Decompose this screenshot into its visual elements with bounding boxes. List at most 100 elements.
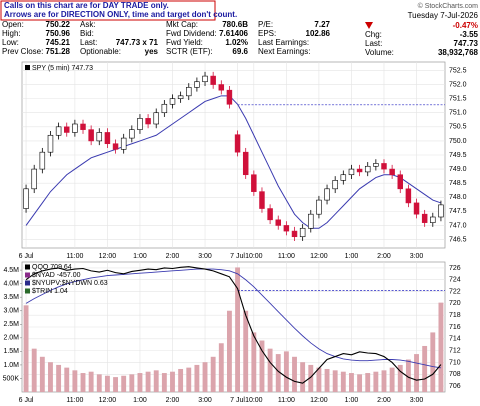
x-tick-label: 7 Jul: [230, 397, 245, 404]
y-tick-label: 749.0: [449, 166, 467, 173]
candle-body: [275, 219, 281, 226]
y-tick-label: 1.0M: [3, 362, 19, 369]
volume-bar: [340, 371, 346, 392]
volume-bar: [373, 371, 379, 392]
x-tick-label: 3:00: [198, 253, 212, 260]
candle-body: [96, 132, 103, 142]
x-tick-label: 11:00: [278, 253, 295, 260]
volume-bar: [31, 348, 37, 392]
x-tick-label: 12:00: [99, 253, 117, 260]
candle-body: [129, 129, 135, 139]
x-tick-label: 2:00: [377, 253, 391, 260]
volume-bar: [210, 356, 216, 392]
candle-body: [299, 227, 306, 238]
quote-label: EPS:: [258, 29, 276, 38]
legend-label: $TRIN 1.04: [32, 288, 68, 295]
volume-bar: [186, 367, 192, 392]
volume-bar: [137, 373, 143, 392]
y-tick-label: 748.0: [449, 194, 467, 201]
y-tick-label: 750.5: [449, 124, 467, 131]
candle-body: [161, 103, 168, 114]
volume-bar: [235, 267, 241, 392]
volume-bar: [292, 356, 297, 392]
candle-body: [421, 213, 428, 223]
volume-bar: [23, 305, 29, 392]
notice-line: Arrows are for DIRECTION ONLY, time and …: [4, 10, 237, 19]
quote-label: Low:: [2, 38, 19, 47]
volume-bar: [267, 348, 273, 392]
volume-bar: [48, 362, 53, 392]
candle-body: [389, 168, 395, 176]
candle-body: [340, 174, 347, 181]
candle-body: [308, 213, 314, 229]
x-tick-label: 11:00: [278, 397, 295, 404]
quote-value: 69.6: [232, 47, 248, 56]
candle-body: [202, 75, 208, 83]
volume-bar: [113, 377, 118, 392]
candle-body: [242, 151, 249, 176]
candle-body: [364, 165, 371, 173]
quote-value: 745.21: [46, 38, 71, 47]
volume-bar: [161, 373, 167, 392]
x-tick-label: 11:00: [66, 253, 83, 260]
candle-body: [397, 174, 404, 190]
volume-bar: [324, 368, 330, 392]
quote-value: 7.27: [314, 20, 330, 29]
quote-label: Next Earnings:: [258, 47, 310, 56]
x-tick-label: 2:00: [166, 397, 180, 404]
y-tick-label: 747.5: [449, 208, 467, 215]
candle-body: [47, 134, 54, 153]
volume-bar: [381, 370, 387, 392]
legend-swatch: [25, 264, 30, 270]
quote-value: 7.61406: [219, 29, 248, 38]
candle-body: [31, 168, 37, 190]
candle-body: [218, 84, 225, 91]
y-tick-label: 4.5M: [3, 267, 19, 274]
volume-bar: [104, 375, 110, 392]
y2-tick-label: 714: [449, 336, 461, 343]
y-tick-label: 749.5: [449, 152, 467, 159]
quote-value: yes: [145, 47, 159, 56]
candle-body: [39, 151, 46, 170]
volume-bar: [414, 354, 419, 392]
x-tick-label: 11:00: [66, 397, 83, 404]
candle-body: [226, 89, 233, 105]
y2-tick-label: 710: [449, 359, 461, 366]
candle-body: [413, 202, 420, 215]
volume-bar: [145, 371, 151, 392]
x-tick-label: 12:00: [310, 397, 328, 404]
legend-label: QQQ 709.64: [32, 264, 72, 271]
quote-value: 750.96: [46, 29, 71, 38]
quote-label: Fwd Yield:: [166, 38, 203, 47]
x-tick-label: 10:00: [245, 253, 263, 260]
volume-bar: [259, 340, 265, 392]
candle-body: [332, 180, 338, 190]
volume-bar: [88, 371, 94, 392]
volume-bar: [389, 367, 395, 392]
quote-value: 750.22: [46, 20, 71, 29]
x-tick-label: 1:00: [133, 253, 147, 260]
y-tick-label: 751.5: [449, 95, 467, 102]
y-tick-label: 751.0: [449, 110, 467, 117]
volume-bar: [39, 356, 45, 392]
quote-label: Prev Close:: [2, 47, 43, 56]
volume-bar: [129, 374, 135, 392]
chart-title: SPY (5 min) 747.73: [32, 65, 93, 72]
quote-value: 747.73 x 71: [116, 38, 159, 47]
quote-label: Fwd Dividend:: [166, 29, 217, 38]
candle-body: [194, 81, 200, 88]
quote-label: High:: [2, 29, 21, 38]
quote-value: 1.02%: [225, 38, 248, 47]
candle-body: [169, 98, 176, 105]
quote-label: SCTR (ETF):: [166, 47, 213, 56]
y2-tick-label: 724: [449, 277, 461, 284]
volume-bar: [405, 359, 411, 392]
candle-body: [373, 163, 379, 167]
quote-value: 751.28: [46, 47, 71, 56]
y2-tick-label: 722: [449, 288, 461, 295]
quote-date: Tuesday 7-Jul-2026: [408, 11, 479, 20]
volume-bar: [218, 343, 224, 392]
volume-bar: [96, 374, 102, 392]
volume-bar: [300, 362, 306, 392]
